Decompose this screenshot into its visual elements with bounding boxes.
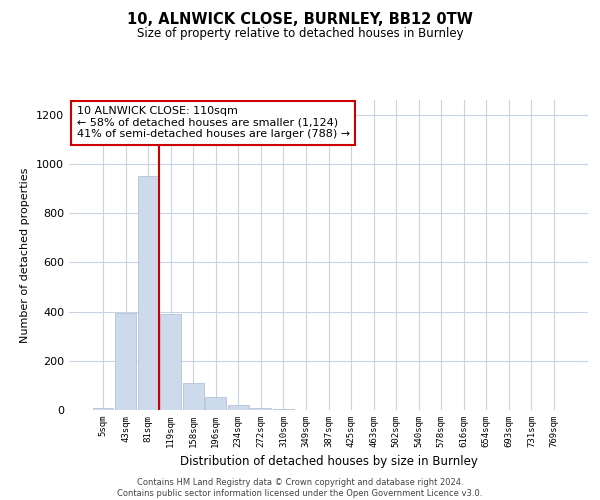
- Bar: [228, 404, 248, 410]
- Bar: [92, 408, 113, 410]
- Text: Size of property relative to detached houses in Burnley: Size of property relative to detached ho…: [137, 28, 463, 40]
- Bar: [160, 314, 181, 410]
- Bar: [137, 176, 158, 410]
- Text: 10, ALNWICK CLOSE, BURNLEY, BB12 0TW: 10, ALNWICK CLOSE, BURNLEY, BB12 0TW: [127, 12, 473, 28]
- Y-axis label: Number of detached properties: Number of detached properties: [20, 168, 31, 342]
- Bar: [205, 397, 226, 410]
- Bar: [250, 408, 271, 410]
- Text: Contains HM Land Registry data © Crown copyright and database right 2024.
Contai: Contains HM Land Registry data © Crown c…: [118, 478, 482, 498]
- X-axis label: Distribution of detached houses by size in Burnley: Distribution of detached houses by size …: [179, 456, 478, 468]
- Text: 10 ALNWICK CLOSE: 110sqm
← 58% of detached houses are smaller (1,124)
41% of sem: 10 ALNWICK CLOSE: 110sqm ← 58% of detach…: [77, 106, 350, 140]
- Bar: [183, 384, 203, 410]
- Bar: [115, 314, 136, 410]
